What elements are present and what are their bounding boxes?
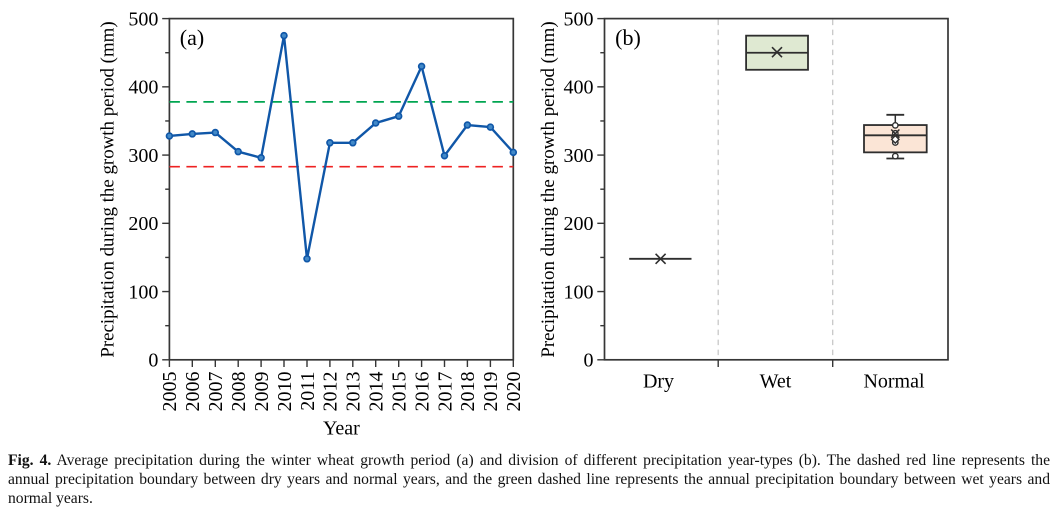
svg-text:2017: 2017 — [434, 372, 456, 412]
svg-text:(a): (a) — [180, 25, 204, 50]
svg-text:2006: 2006 — [182, 372, 204, 412]
svg-text:2008: 2008 — [228, 372, 250, 412]
svg-text:Precipitation during the growt: Precipitation during the growth period (… — [538, 21, 559, 357]
svg-text:400: 400 — [128, 77, 158, 99]
svg-text:2018: 2018 — [457, 372, 479, 412]
svg-text:300: 300 — [564, 145, 594, 167]
svg-text:Precipitation during the growt: Precipitation during the growth period (… — [98, 21, 119, 357]
svg-text:2005: 2005 — [159, 372, 181, 412]
svg-text:Normal: Normal — [863, 371, 925, 393]
svg-text:2007: 2007 — [205, 372, 227, 412]
svg-text:100: 100 — [128, 281, 158, 303]
svg-text:200: 200 — [128, 213, 158, 235]
svg-text:2010: 2010 — [274, 372, 296, 412]
svg-text:2019: 2019 — [480, 372, 502, 412]
svg-text:500: 500 — [128, 8, 158, 30]
svg-text:2009: 2009 — [251, 372, 273, 412]
svg-text:2016: 2016 — [411, 372, 433, 412]
svg-text:2013: 2013 — [343, 372, 365, 412]
svg-text:2011: 2011 — [297, 372, 319, 411]
svg-text:Wet: Wet — [760, 371, 792, 393]
svg-text:2014: 2014 — [366, 372, 388, 412]
svg-text:500: 500 — [564, 8, 594, 30]
svg-text:400: 400 — [564, 77, 594, 99]
svg-text:0: 0 — [584, 350, 594, 372]
svg-text:2012: 2012 — [320, 372, 342, 412]
svg-text:(b): (b) — [615, 25, 641, 50]
svg-text:Year: Year — [323, 418, 360, 440]
svg-text:0: 0 — [148, 350, 158, 372]
svg-text:300: 300 — [128, 145, 158, 167]
svg-text:100: 100 — [564, 281, 594, 303]
svg-text:200: 200 — [564, 213, 594, 235]
svg-text:2015: 2015 — [389, 372, 411, 412]
svg-text:2020: 2020 — [503, 372, 525, 412]
svg-text:Dry: Dry — [643, 371, 674, 393]
